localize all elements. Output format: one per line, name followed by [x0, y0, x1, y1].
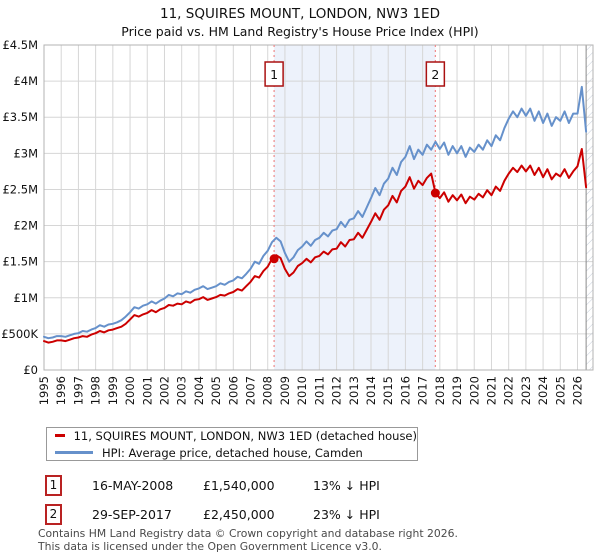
x-tick-label: 2015: [381, 376, 395, 405]
between-sales-band: [274, 45, 436, 370]
x-tick-label: 2013: [347, 376, 361, 405]
chart-legend: 11, SQUIRES MOUNT, LONDON, NW3 1ED (deta…: [46, 427, 418, 461]
page-title: 11, SQUIRES MOUNT, LONDON, NW3 1ED: [160, 6, 440, 22]
x-tick-label: 2017: [416, 376, 430, 405]
x-tick-label: 2022: [502, 376, 516, 405]
x-tick-label: 2003: [175, 376, 189, 405]
property-price-line: [43, 148, 588, 344]
sale-2-date: 29-SEP-2017: [92, 506, 172, 522]
x-tick-label: 2000: [123, 376, 137, 405]
hpi-line: [43, 85, 588, 340]
sale-2-hpi-delta: 23% ↓ HPI: [313, 506, 380, 522]
sale-2-price: £2,450,000: [203, 506, 275, 522]
x-tick-label: 2002: [157, 376, 171, 405]
sale-1-flag-box: [264, 61, 284, 87]
x-tick-label: 2020: [467, 376, 481, 405]
sale-1-number-box: 1: [45, 474, 62, 496]
x-tick-label: 2011: [312, 376, 326, 405]
sale-1-marker-dot: [269, 254, 279, 264]
page-subtitle: Price paid vs. HM Land Registry's House …: [121, 24, 479, 39]
x-tick-label: 2018: [433, 376, 447, 405]
price-chart-canvas: 1 2 £0 £500K £1M £1.5M £2M £2.5M £3M £3.5M £4M £4.5…: [1, 38, 594, 405]
x-tick-label: 1997: [71, 376, 85, 405]
x-tick-label: 2007: [244, 376, 258, 405]
x-tick-label: 2006: [226, 376, 240, 405]
x-tick-label: 2019: [450, 376, 464, 405]
x-tick-label: 2012: [330, 376, 344, 405]
legend-label-property: 11, SQUIRES MOUNT, LONDON, NW3 1ED (deta…: [73, 428, 417, 443]
y-tick-label: £3.5M: [2, 110, 38, 124]
x-tick-label: 2025: [553, 376, 567, 405]
y-tick-label: £500K: [1, 327, 38, 341]
plot-border: [43, 44, 594, 371]
y-tick-label: £3M: [13, 146, 38, 160]
y-tick-label: £0: [23, 363, 38, 377]
license-footer: Contains HM Land Registry data © Crown c…: [38, 527, 598, 553]
y-tick-label: £4.5M: [2, 38, 38, 52]
y-tick-label: £2.5M: [2, 182, 38, 196]
sale-2-flag-number: 2: [431, 67, 439, 82]
x-tick-label: 1995: [37, 376, 51, 405]
sale-2-marker-dot: [430, 188, 440, 198]
x-tick-label: 2024: [536, 376, 550, 405]
x-tick-label: 2021: [484, 376, 498, 405]
x-tick-label: 1998: [89, 376, 103, 405]
legend-label-hpi: HPI: Average price, detached house, Camd…: [102, 445, 363, 460]
property-line-swatch: [55, 434, 65, 437]
x-tick-label: 2005: [209, 376, 223, 405]
y-tick-label: £2M: [13, 219, 38, 233]
sale-1-hpi-delta: 13% ↓ HPI: [313, 477, 380, 493]
x-tick-label: 1999: [106, 376, 120, 405]
legend-item-property: 11, SQUIRES MOUNT, LONDON, NW3 1ED (deta…: [55, 429, 417, 443]
x-tick-label: 2001: [140, 376, 154, 405]
legend-item-hpi: HPI: Average price, detached house, Camd…: [55, 446, 417, 460]
sale-1-date: 16-MAY-2008: [92, 477, 174, 493]
x-tick-label: 1996: [54, 376, 68, 405]
sale-2-number-box: 2: [45, 503, 62, 525]
x-tick-label: 2026: [571, 376, 585, 405]
sale-2-flag-box: [425, 61, 446, 87]
sale-annotation-row-1: 1 16-MAY-2008 £1,540,000 13% ↓ HPI: [45, 474, 380, 496]
hpi-line-swatch: [55, 451, 93, 454]
y-tick-label: £1M: [13, 291, 38, 305]
x-tick-label: 2023: [519, 376, 533, 405]
sale-1-flag-number: 1: [270, 67, 278, 82]
x-tick-label: 2010: [295, 376, 309, 405]
x-tick-label: 2008: [261, 376, 275, 405]
y-tick-label: £1.5M: [2, 255, 38, 269]
footer-line-1: Contains HM Land Registry data © Crown c…: [38, 527, 458, 540]
sale-annotation-row-2: 2 29-SEP-2017 £2,450,000 23% ↓ HPI: [45, 503, 380, 525]
y-tick-label: £4M: [13, 74, 38, 88]
x-tick-label: 2016: [398, 376, 412, 405]
future-hatch-region: [586, 45, 593, 370]
footer-line-2: This data is licensed under the Open Gov…: [38, 539, 382, 553]
x-tick-label: 2004: [192, 376, 206, 405]
x-tick-label: 2014: [364, 376, 378, 405]
sale-1-price: £1,540,000: [203, 477, 275, 493]
x-tick-label: 2009: [278, 376, 292, 405]
